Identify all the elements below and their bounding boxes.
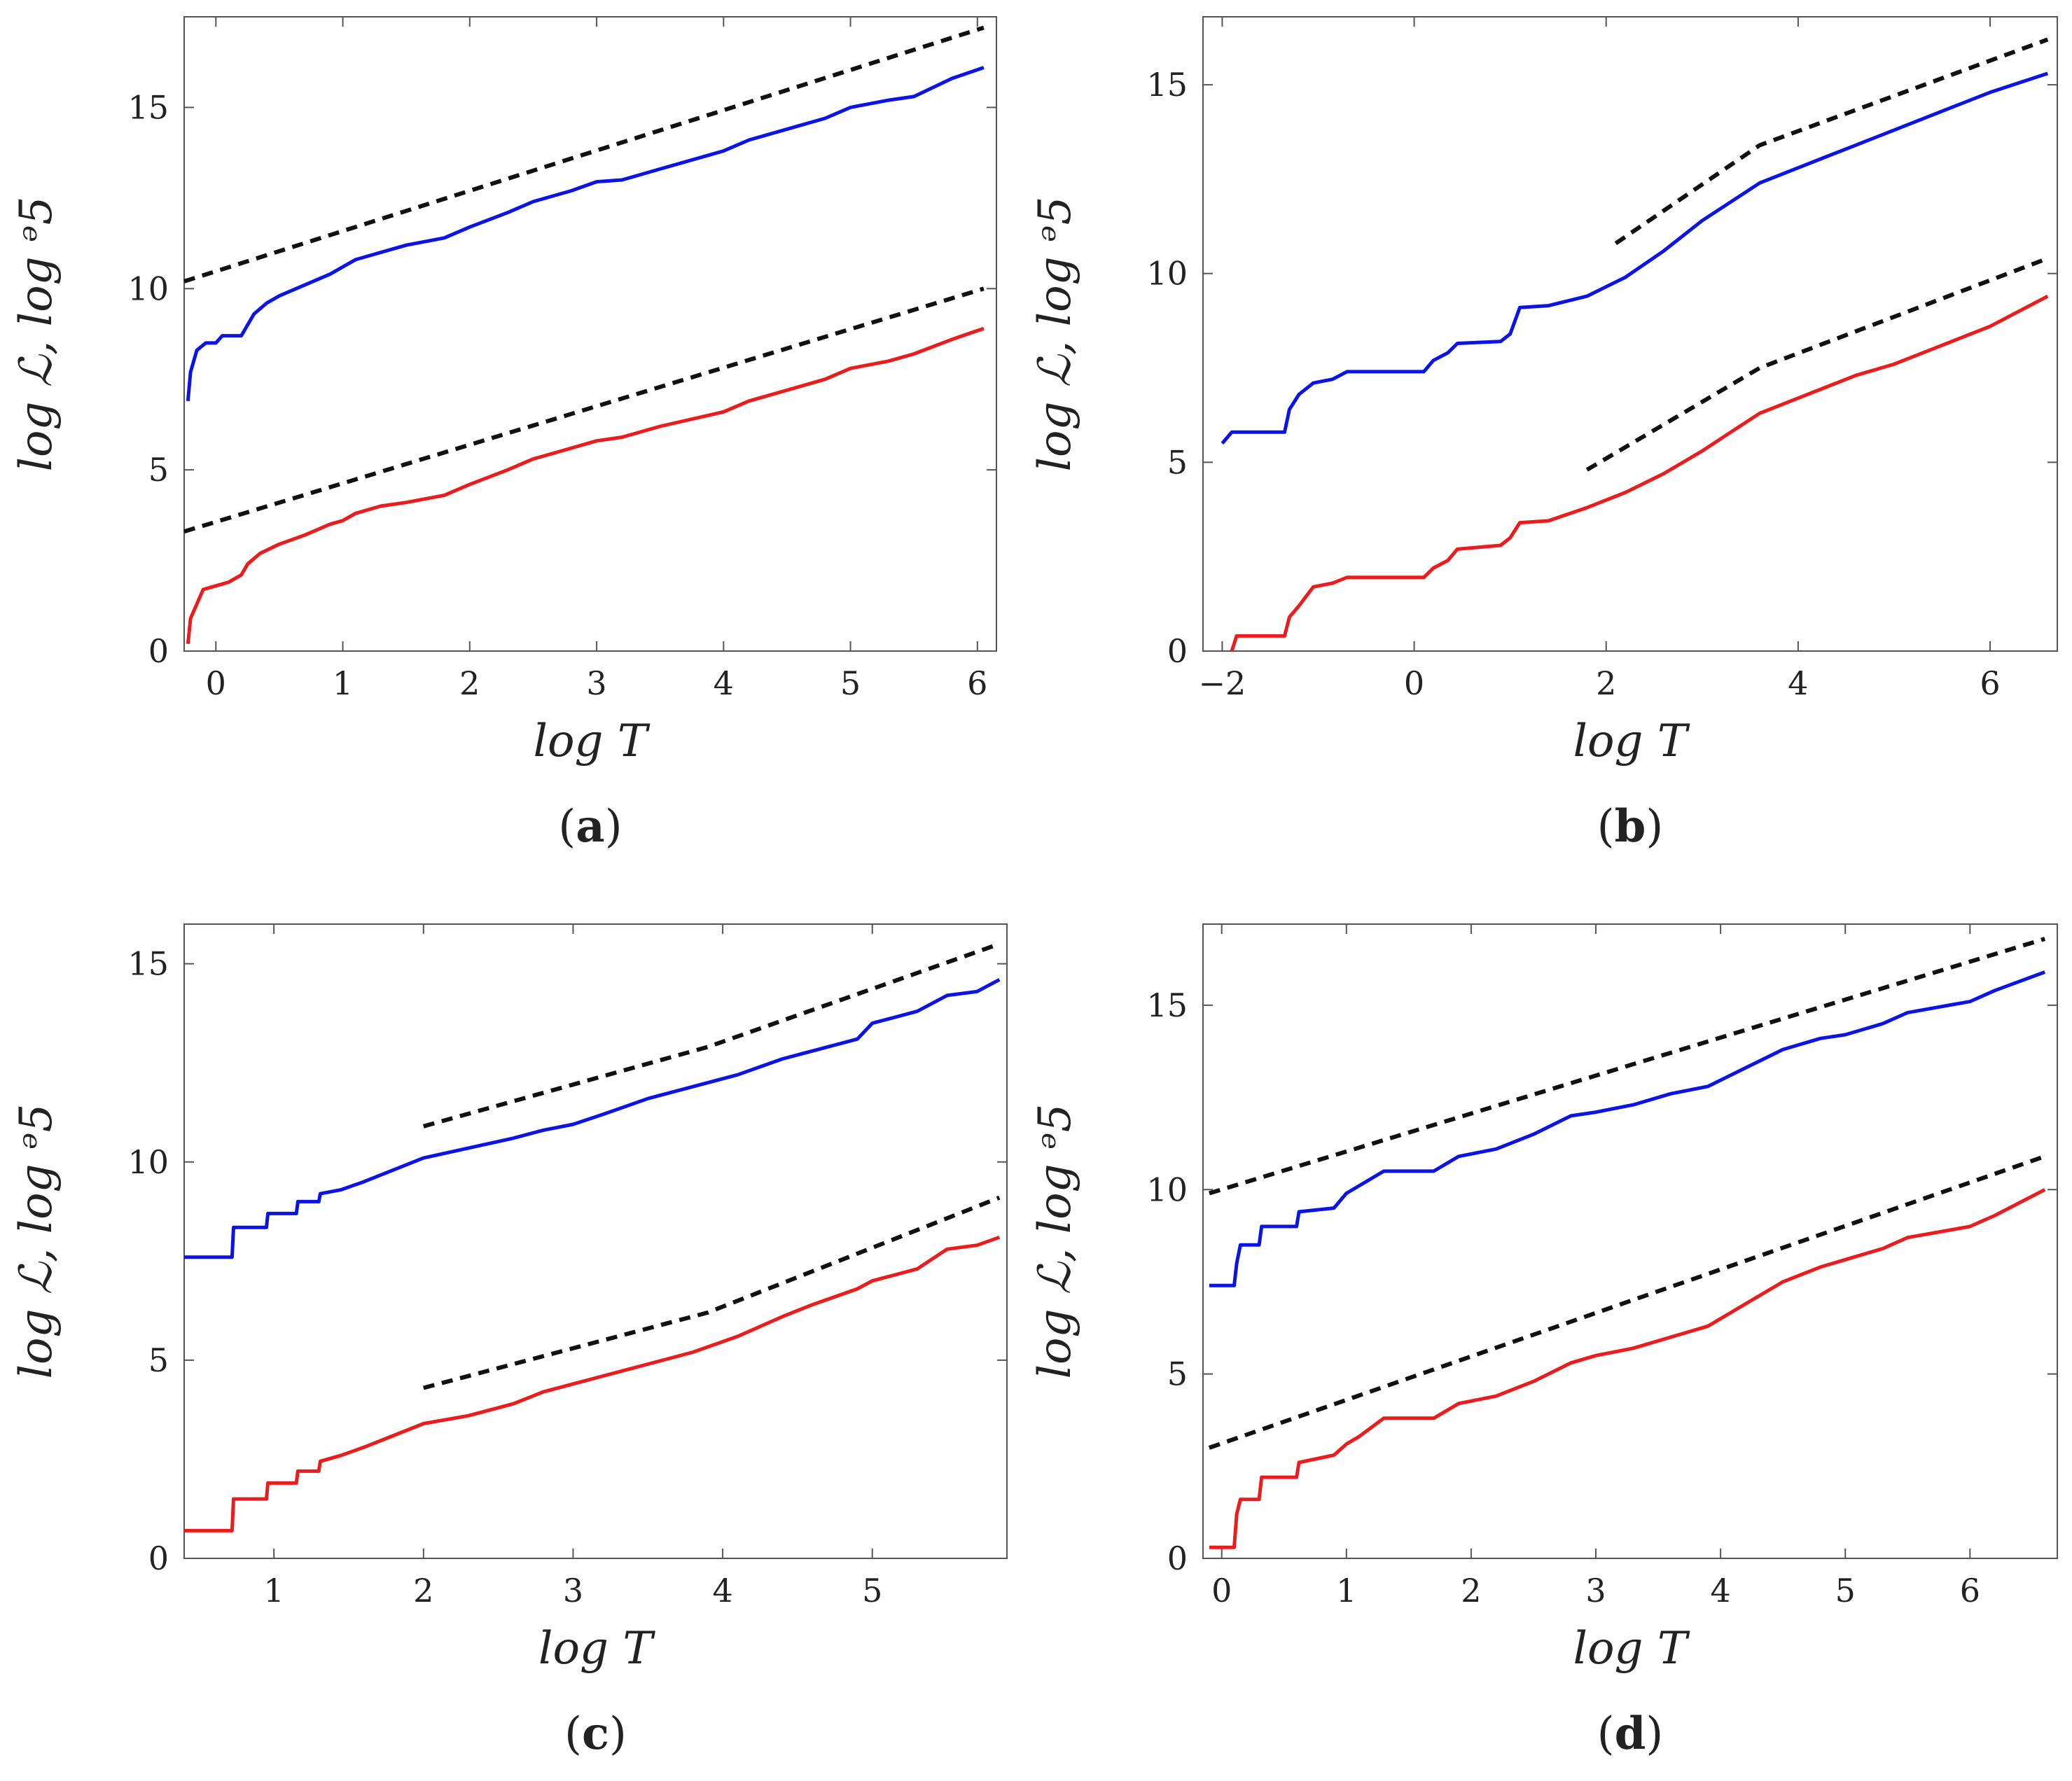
panel-label: (b)	[1597, 800, 1664, 853]
x-tick-label: 4	[714, 664, 734, 702]
y-tick-label: 5	[148, 1341, 169, 1379]
axes-frame	[183, 16, 997, 652]
y-tick-label: 5	[148, 451, 169, 489]
fit-line	[1208, 1154, 2046, 1450]
x-tick-label: 6	[1980, 664, 2000, 702]
fit-line	[1585, 256, 2049, 472]
y-tick-label: 15	[1146, 986, 1188, 1024]
x-tick-label: 0	[1211, 1572, 1232, 1609]
series-line-red	[186, 326, 985, 644]
y-tick-label: 10	[1146, 255, 1188, 293]
x-tick-label: 2	[1596, 664, 1616, 702]
y-axis-label: log ℒ, log ᵊ5	[1029, 197, 1081, 472]
fit-line	[1209, 937, 2046, 1196]
x-tick-label: 0	[1404, 664, 1424, 702]
panel-label-letter: b	[1615, 800, 1646, 853]
fit-line	[183, 286, 985, 534]
y-tick-label: 5	[1167, 1355, 1188, 1393]
axes-frame	[1202, 923, 2058, 1559]
x-tick-label: 4	[1710, 1572, 1730, 1609]
panel-label: (a)	[558, 800, 622, 853]
y-tick-label: 15	[127, 945, 169, 983]
panel-label-open: (	[1597, 801, 1615, 853]
panel-label-letter: a	[576, 800, 604, 853]
x-tick-label: 3	[586, 664, 606, 702]
series-line-blue	[1221, 71, 2049, 445]
panel-a: 0 1 2 3 4 5 6 0 5 10 15 log T log ℒ, log ᵊ5 (a)	[11, 16, 997, 853]
fit-line	[183, 25, 985, 284]
x-axis-label: log T	[1573, 1623, 1690, 1675]
series-line-blue	[1209, 970, 2046, 1287]
series-line-red	[184, 1235, 1001, 1532]
fit-line	[422, 942, 1001, 1129]
x-tick-label: 2	[459, 664, 480, 702]
y-axis-label: log ℒ, log ᵊ5	[11, 197, 62, 472]
panel-label: (c)	[564, 1707, 627, 1760]
x-tick-label: 3	[1585, 1572, 1606, 1609]
x-tick-label: −2	[1199, 664, 1246, 702]
x-tick-label: 1	[333, 664, 353, 702]
axes-frame	[183, 923, 1008, 1559]
panel-label-close: )	[609, 1708, 627, 1760]
y-tick-label: 0	[148, 1539, 169, 1577]
x-tick-label: 2	[1461, 1572, 1481, 1609]
x-tick-label: 1	[1336, 1572, 1356, 1609]
y-tick-label: 0	[1167, 632, 1188, 670]
series-line-blue	[186, 66, 985, 402]
panel-b: −2 0 2 4 6 0 5 10 15 log T log ℒ, log ᵊ5 (b)	[1029, 16, 2058, 853]
axes-frame	[1202, 16, 2058, 652]
x-tick-label: 1	[264, 1572, 284, 1609]
y-axis-label: log ℒ, log ᵊ5	[1029, 1104, 1081, 1379]
panel-label-close: )	[1646, 1708, 1663, 1760]
x-tick-label: 5	[840, 664, 861, 702]
x-tick-label: 4	[1788, 664, 1808, 702]
x-axis-label: log T	[1573, 715, 1690, 767]
y-tick-label: 10	[127, 1143, 169, 1181]
y-tick-label: 15	[1146, 66, 1188, 104]
series-line-red	[1230, 294, 2049, 652]
panel-label-open: (	[1597, 1708, 1615, 1760]
panel-label: (d)	[1597, 1707, 1664, 1760]
y-tick-label: 10	[1146, 1171, 1188, 1208]
x-tick-label: 3	[563, 1572, 583, 1609]
x-tick-label: 5	[1835, 1572, 1856, 1609]
x-tick-label: 6	[1960, 1572, 1980, 1609]
y-tick-label: 0	[148, 632, 169, 670]
series-line-blue	[184, 978, 1001, 1259]
y-axis-label: log ℒ, log ᵊ5	[11, 1104, 62, 1379]
x-tick-label: 2	[413, 1572, 433, 1609]
x-tick-label: 5	[862, 1572, 882, 1609]
y-tick-label: 0	[1167, 1539, 1188, 1577]
x-tick-label: 0	[206, 664, 226, 702]
x-tick-label: 6	[967, 664, 987, 702]
y-tick-label: 15	[127, 88, 169, 126]
series-line-red	[1209, 1188, 2046, 1549]
panel-c: 1 2 3 4 5 0 5 10 15 log T log ℒ, log ᵊ5 (c)	[11, 923, 1008, 1760]
y-tick-label: 10	[127, 270, 169, 307]
panel-label-close: )	[605, 801, 623, 853]
panel-label-open: (	[558, 801, 576, 853]
panel-label-letter: d	[1615, 1707, 1646, 1760]
x-axis-label: log T	[538, 1623, 655, 1675]
panel-label-open: (	[564, 1708, 582, 1760]
x-tick-label: 4	[712, 1572, 732, 1609]
fit-line	[423, 1195, 1001, 1390]
panel-label-letter: c	[582, 1707, 609, 1760]
fit-line	[1614, 37, 2049, 246]
panel-d: 0 1 2 3 4 5 6 0 5 10 15 log T log ℒ, log ᵊ5 (d)	[1029, 923, 2058, 1760]
panel-label-close: )	[1646, 801, 1663, 853]
x-axis-label: log T	[534, 715, 651, 767]
y-tick-label: 5	[1167, 443, 1188, 481]
